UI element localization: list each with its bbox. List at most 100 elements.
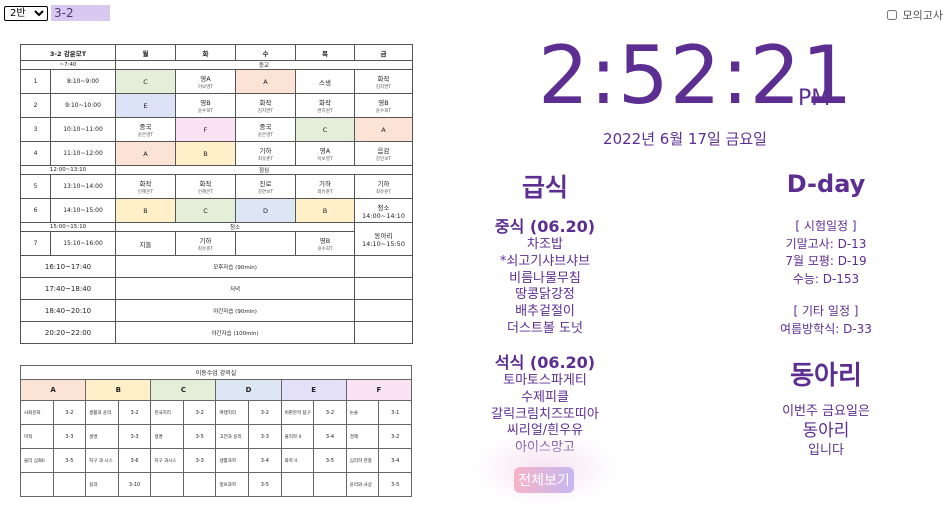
evening-row: 16:10~17:40 모후자습 (90min) (19, 255, 414, 278)
timetable-cell (235, 231, 297, 256)
timetable-cell: 기하 최유준T (354, 174, 414, 199)
elective-subject: 심리학 관찰 (345, 448, 380, 473)
other-schedule-header: [ 기타 일정 ] (793, 304, 859, 318)
friday-cleaning: 청소 14:00~14:10 (354, 198, 414, 223)
timetable-cell: B (175, 141, 237, 166)
subject-name: 기하 (199, 237, 212, 245)
timetable-cell: A (235, 69, 297, 94)
timetable-title: 3-2 강윤모T (19, 44, 117, 61)
subject-name: 중국 (139, 123, 152, 131)
timetable-cell: C (175, 198, 237, 223)
elective-subject: 생명 (85, 424, 119, 449)
subject-name: B (322, 206, 328, 215)
dday-title: D-day (786, 170, 866, 198)
cleaning-row: 15:00~15:10 청소 동아리 14:10~15:50 (19, 222, 414, 256)
subject-name: 영B (319, 237, 331, 245)
elective-subject: 물리학 II (280, 424, 315, 449)
elective-room: 3-5 (313, 448, 347, 473)
elective-room: 3-4 (378, 448, 412, 473)
timetable-cell: E (115, 93, 177, 118)
elective-room: 3-3 (248, 424, 282, 449)
elective-subject: 미적 (20, 424, 54, 449)
teacher-name: 윤수희T (197, 109, 214, 114)
timetable-cell: B (115, 198, 177, 223)
evening-time: 18:40~20:10 (19, 299, 117, 322)
lunch-menu-item: 땅콩닭강정 (515, 287, 575, 303)
mock-exam-checkbox[interactable] (886, 10, 897, 20)
lunch-menu-item: 더스트볼 도넛 (507, 320, 583, 336)
teacher-name: 최유준T (257, 157, 274, 162)
mock-exam-toggle[interactable]: 모의고사 (886, 7, 943, 23)
club-title: 동아리 (790, 361, 862, 391)
timetable-cell: 중국 윤은영T (115, 117, 177, 142)
elective-subject (150, 472, 184, 497)
elective-room: 3-1 (378, 400, 412, 425)
day-header: 월 (115, 44, 177, 61)
period-time: 14:10~15:00 (49, 198, 117, 223)
subject-name: 스생 (319, 78, 331, 87)
elective-group-header: B (85, 379, 152, 401)
teacher-name: 김지연T (375, 85, 392, 90)
elective-subject: 실과 (85, 472, 119, 497)
teacher-name: 이보영T (197, 85, 214, 90)
evening-empty (354, 299, 414, 322)
evening-empty (354, 255, 414, 278)
subject-name: C (143, 77, 148, 86)
elective-subject: 윤리와 사상 (345, 472, 380, 497)
evening-row: 18:40~20:10 야간자습 (90min) (19, 299, 414, 322)
elective-room: 3-5 (182, 424, 217, 449)
elective-room: 3-3 (52, 424, 87, 449)
period-time: 10:10~11:00 (49, 117, 117, 142)
elective-subject: 비판문학 탐구 (280, 400, 315, 425)
timetable: 3-2 강윤모T 월 화 수 목 금 ~7:40 등교 1 8:10~9:00 C 영A 이… (19, 44, 414, 344)
period-row: 2 9:10~10:00 E 영B 윤수희T 화작 김지연T 화작 변지원T 영B 윤수희T (20, 93, 414, 118)
period-number: 1 (20, 69, 51, 94)
club-notice-line: 입니다 (808, 443, 844, 458)
elective-subject: 여행지리 (215, 400, 250, 425)
teacher-name: 윤은영T (257, 133, 274, 138)
period-row: 7 15:10~16:00 지들 기하 최유준T 영B 윤수희T (20, 231, 413, 256)
teacher-name: 인혜은T (137, 190, 154, 195)
subject-name: 화작 (377, 75, 390, 83)
elective-subject: 경제 (345, 424, 380, 449)
subject-name: 화작 (139, 180, 152, 188)
period-row: 6 14:10~15:00 B C D B 청소 14:00~14:10 (20, 198, 414, 223)
evening-time: 17:40~18:40 (19, 277, 117, 300)
subject-name: 기하 (259, 147, 272, 155)
subject-name: C (203, 206, 208, 215)
dinner-heading: 석식 (06.20) (494, 353, 596, 372)
timetable-cell: 진로 강연보T (235, 174, 297, 199)
subject-name: 영B (200, 99, 211, 107)
period-number: 2 (20, 93, 51, 118)
evening-row: 17:40~18:40 저녁 (19, 277, 414, 300)
teacher-name: 강민보T (375, 157, 392, 162)
period-time: 8:10~9:00 (49, 69, 117, 94)
clock-time: 2:52:21 (538, 29, 854, 122)
elective-room: 3-2 (182, 400, 217, 425)
clock-ampm: PM (798, 86, 831, 111)
lunch-menu: 중식 (06.20) 차조밥 *쇠고기샤브샤브 비름나물무침 땅콩닭강정 배추겉절이 더스… (470, 217, 620, 338)
elective-subject: 한국지리 (150, 400, 184, 425)
subject-name: 화작 (199, 180, 212, 188)
evening-time: 16:10~17:40 (19, 255, 117, 278)
subject-name: 기하 (377, 180, 390, 188)
lunch-menu-item: *쇠고기샤브샤브 (499, 253, 591, 269)
elective-title: 이동수업 강의실 (20, 365, 412, 380)
subject-name: 중국 (259, 123, 272, 131)
class-select[interactable]: 2반 (4, 6, 48, 21)
subject-name: F (203, 125, 208, 134)
elective-room: 3-2 (117, 400, 152, 425)
timetable-cell: 스생 (295, 69, 356, 94)
timetable-cell: 기하 최유준T (175, 231, 237, 256)
timetable-cell: 화작 김지연T (235, 93, 297, 118)
period-time: 11:10~12:00 (49, 141, 117, 166)
view-all-button[interactable]: 전체보기 (514, 467, 574, 493)
exam-dday-item: 수능: D-153 (792, 271, 860, 286)
exam-dday-item: 기말고사: D-13 (785, 236, 867, 251)
elective-row: 물리 심화II 3-5 지구 과 시스 3-6 지구 과시스 3-3 생활과학 3-4 화학 I… (20, 448, 412, 473)
elective-room: 3-4 (313, 424, 347, 449)
evening-time: 20:20~22:00 (19, 321, 117, 344)
timetable-cell: C (295, 117, 356, 142)
